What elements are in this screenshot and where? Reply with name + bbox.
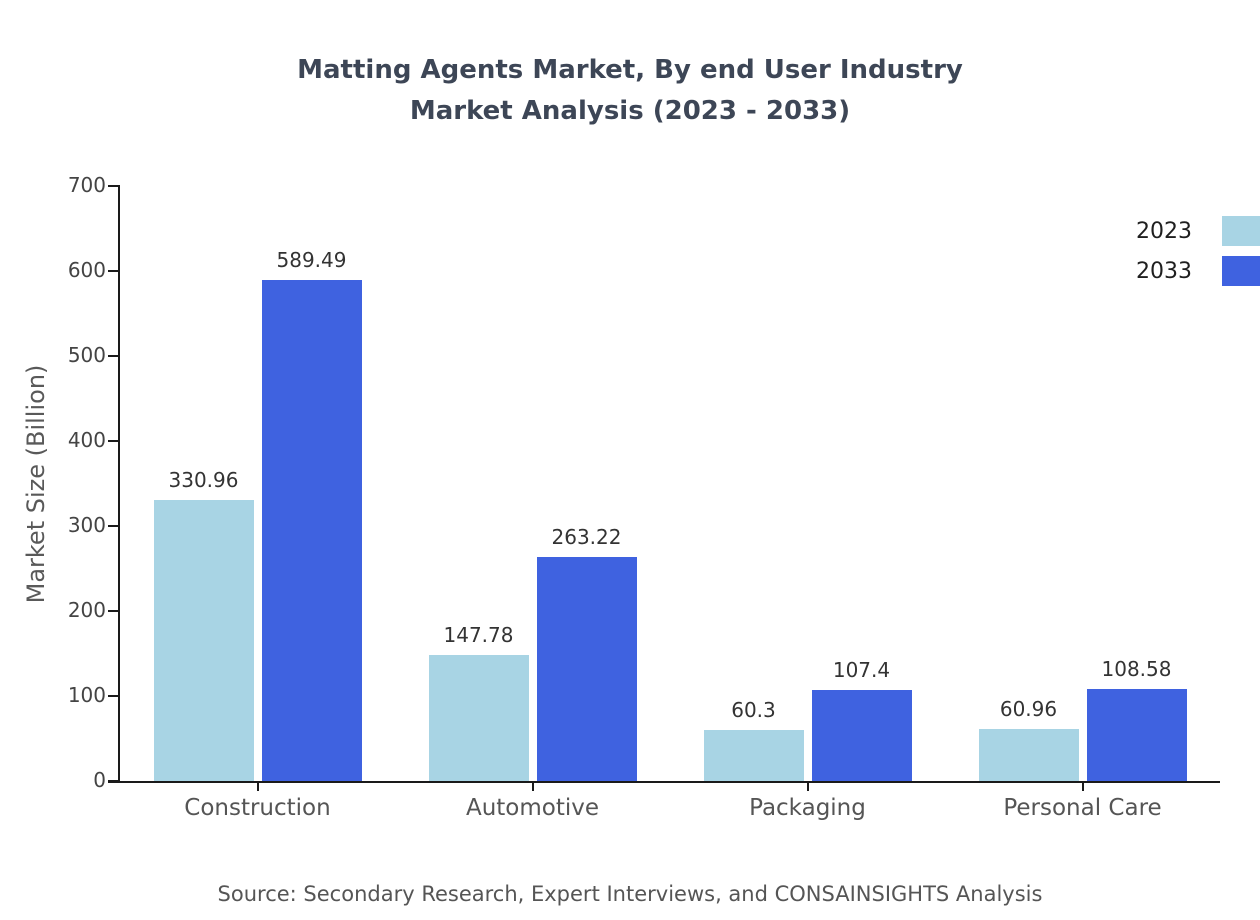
y-tick-label: 0 <box>93 768 106 792</box>
bar-value-label: 263.22 <box>551 525 622 550</box>
y-tick-mark <box>108 695 120 697</box>
chart-title-line2: Market Analysis (2023 - 2033) <box>409 96 851 126</box>
x-tick-mark <box>256 783 259 791</box>
bar <box>261 279 362 781</box>
chart-title-line1: Matting Agents Market, By end User Indus… <box>297 55 963 85</box>
category-label: Packaging <box>749 795 866 821</box>
x-tick-mark <box>531 783 534 791</box>
y-tick-mark <box>108 525 120 527</box>
bar-value-label: 147.78 <box>443 623 514 648</box>
y-tick-mark <box>108 270 120 272</box>
bar <box>811 689 912 781</box>
bar <box>153 499 254 781</box>
category-label: Automotive <box>465 795 600 821</box>
legend-swatch <box>1222 256 1260 286</box>
legend-item-2023: 2023 <box>1136 216 1260 246</box>
y-tick-label: 300 <box>67 513 106 537</box>
bar-value-label: 330.96 <box>168 467 239 492</box>
y-axis-line <box>118 186 120 783</box>
category-label: Personal Care <box>1003 795 1162 821</box>
bar <box>978 729 1079 781</box>
legend-item-2033: 2033 <box>1136 256 1260 286</box>
y-tick-mark <box>108 610 120 612</box>
y-tick-label: 400 <box>67 428 106 452</box>
category-label: Construction <box>184 795 331 821</box>
bar <box>428 655 529 781</box>
y-tick-label: 600 <box>67 258 106 282</box>
bar-value-label: 107.4 <box>832 657 891 682</box>
bar-value-label: 589.49 <box>276 247 347 272</box>
x-tick-mark <box>806 783 809 791</box>
legend-label: 2033 <box>1136 258 1192 284</box>
y-tick-label: 700 <box>67 173 106 197</box>
y-tick-mark <box>108 780 120 782</box>
legend: 2023 2033 <box>1136 216 1260 286</box>
bar <box>703 729 804 781</box>
source-note: Source: Secondary Research, Expert Inter… <box>217 882 1043 906</box>
bar-value-label: 60.96 <box>999 697 1058 722</box>
y-tick-mark <box>108 355 120 357</box>
x-axis-line <box>108 781 1220 783</box>
legend-label: 2023 <box>1136 218 1192 244</box>
y-tick-mark <box>108 185 120 187</box>
y-tick-label: 200 <box>67 598 106 622</box>
bar-value-label: 60.3 <box>731 697 776 722</box>
chart-title: Matting Agents Market, By end User Indus… <box>0 50 1260 132</box>
legend-swatch <box>1222 216 1260 246</box>
y-tick-label: 100 <box>67 683 106 707</box>
bar <box>536 557 637 781</box>
y-tick-mark <box>108 440 120 442</box>
bar <box>1086 688 1187 781</box>
y-tick-label: 500 <box>67 343 106 367</box>
bar-value-label: 108.58 <box>1101 656 1172 681</box>
x-tick-mark <box>1081 783 1084 791</box>
